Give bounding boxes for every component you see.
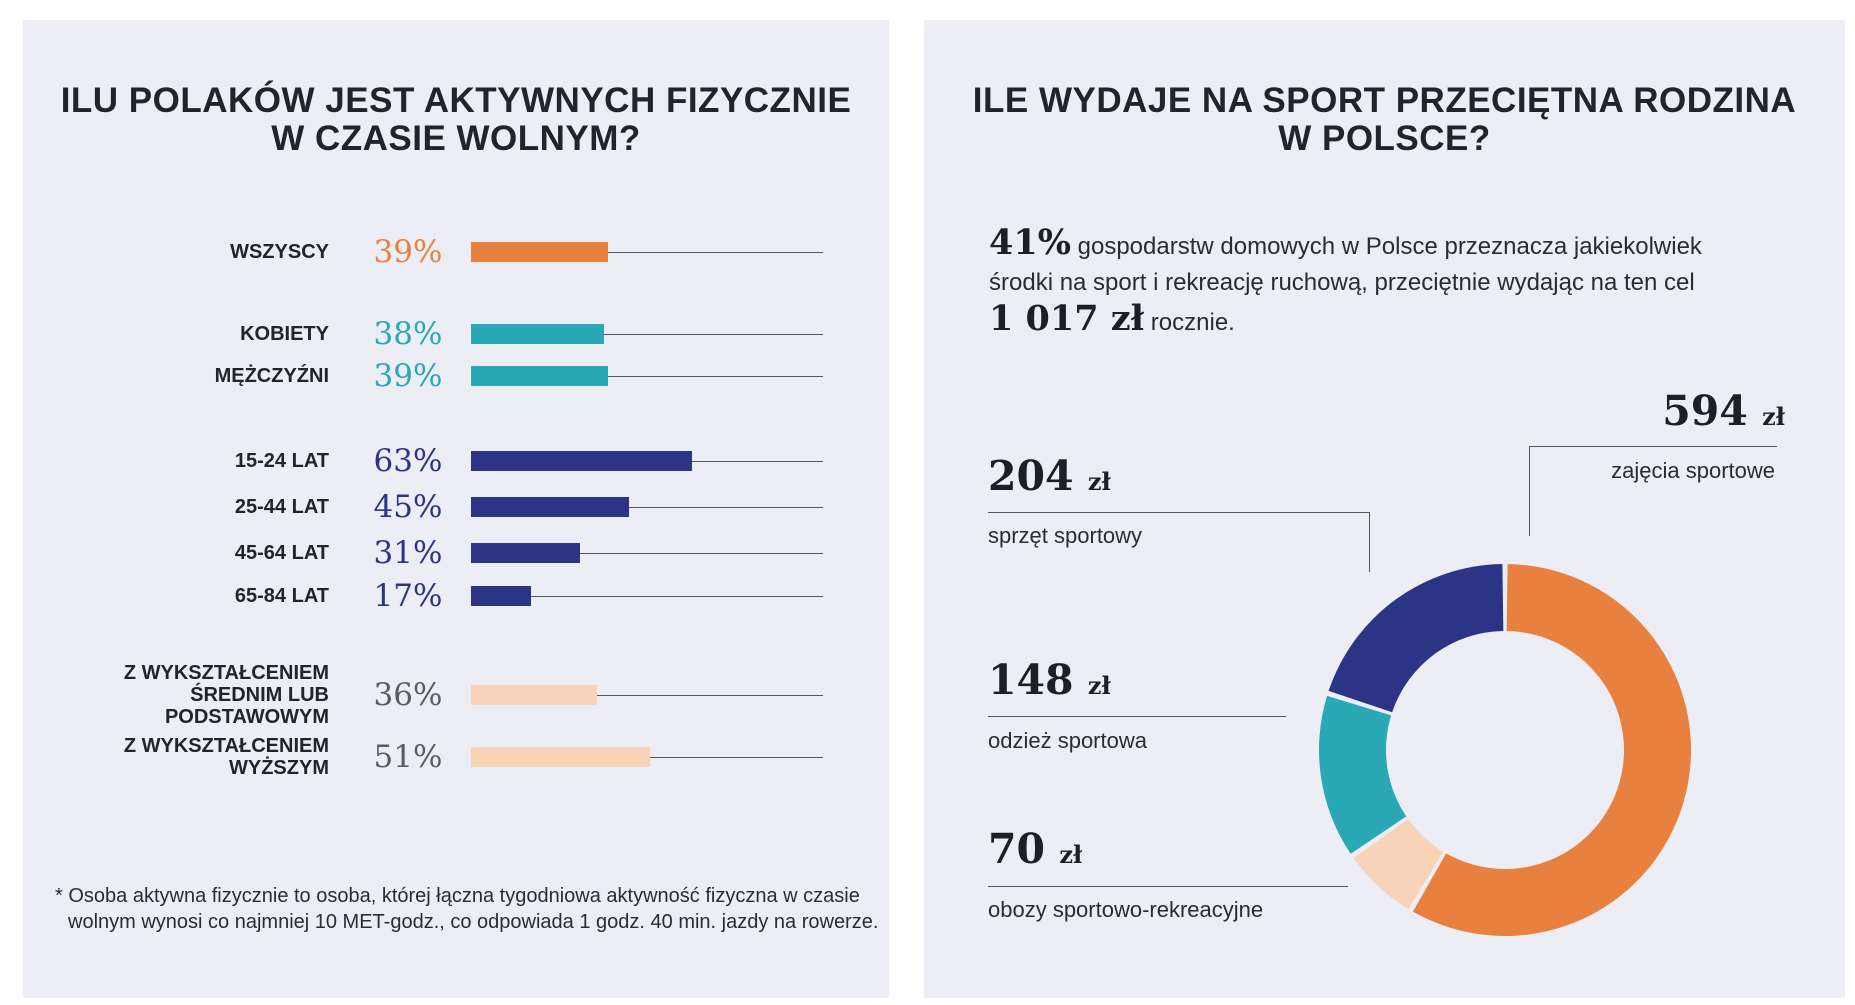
amount-sprzet: 204 zł [988, 453, 1111, 505]
bar-track [471, 507, 823, 508]
footnote: * Osoba aktywna fizycznie to osoba, któr… [55, 883, 878, 935]
bar-label-line: 15-24 LAT [234, 450, 329, 472]
intro-text-3: rocznie. [1144, 309, 1235, 336]
amount-odziez-value: 148 [988, 656, 1074, 704]
bar [471, 497, 629, 517]
bar-track [471, 376, 823, 377]
bar-chart: WSZYSCY 39% KOBIETY 38% MĘŻCZYŹNI 39% 15-24 LA… [23, 20, 889, 998]
intro-line-3: 1 017 zł rocznie. [989, 301, 1809, 341]
bar-value-label: 39% [373, 358, 443, 394]
bar-label-line: ŚREDNIM LUB [190, 684, 329, 706]
amount-odziez: 148 zł [988, 657, 1111, 709]
amount-sprzet-value: 204 [988, 452, 1074, 500]
bar-value-label: 17% [373, 578, 443, 614]
amount-zajecia-unit: zł [1762, 402, 1785, 431]
bar-track [471, 553, 823, 554]
amount-odziez-unit: zł [1087, 671, 1111, 700]
amount-sprzet-unit: zł [1087, 467, 1111, 496]
bar-label-line: 25-44 LAT [234, 496, 329, 518]
label-obozy: obozy sportowo-rekreacyjne [988, 897, 1264, 922]
amount-obozy-unit: zł [1059, 840, 1083, 869]
leader-sprzet-vertical [1369, 512, 1370, 572]
donut-slice [1412, 564, 1691, 936]
bar-label: KOBIETY [240, 323, 329, 345]
amount-zajecia-value: 594 [1662, 387, 1748, 435]
bar-label: 15-24 LAT [235, 450, 329, 472]
bar-label: 45-64 LAT [235, 542, 329, 564]
footnote-line-1: * Osoba aktywna fizycznie to osoba, któr… [55, 885, 860, 907]
bar [471, 543, 580, 563]
bar-label-line: MĘŻCZYŹNI [214, 365, 329, 387]
leader-odziez [988, 716, 1286, 717]
donut-chart [1319, 564, 1691, 936]
label-sprzet: sprzęt sportowy [988, 523, 1143, 548]
donut-slice [1319, 695, 1407, 854]
bar-track [471, 596, 823, 597]
footnote-line-2: wolnym wynosi co najmniej 10 MET-godz., … [68, 911, 879, 933]
bar-value-label: 31% [373, 535, 443, 571]
bar-label-line: WSZYSCY [230, 241, 329, 263]
bar-track [471, 334, 823, 335]
bar-value-label: 39% [373, 234, 443, 270]
bar-label-line: Z WYKSZTAŁCENIEM [123, 735, 329, 757]
bar-label-line: 45-64 LAT [234, 542, 329, 564]
amount-obozy: 70 zł [988, 826, 1082, 878]
bar-label: WSZYSCY [230, 241, 329, 263]
left-title-line-2: W CZASIE WOLNYM? [271, 119, 641, 158]
bar [471, 366, 608, 386]
bar-label: Z WYKSZTAŁCENIEM ŚREDNIM LUB PODSTAWOWYM [124, 662, 329, 728]
amount-obozy-value: 70 [988, 825, 1046, 873]
bar-value-label: 36% [373, 677, 443, 713]
bar-value-label: 38% [373, 316, 443, 352]
leader-zajecia-vertical [1529, 446, 1530, 536]
bar [471, 685, 597, 705]
bar-label: MĘŻCZYŹNI [215, 365, 329, 387]
bar [471, 242, 608, 262]
bar [471, 451, 692, 471]
donut-slice [1328, 564, 1504, 713]
amount-zajecia: 594 zł [1662, 388, 1785, 440]
left-panel: ILU POLAKÓW JEST AKTYWNYCH FIZYCZNIE W C… [23, 20, 889, 998]
bar-label-line: WYŻSZYM [229, 757, 329, 779]
right-title-line-1: ILE WYDAJE NA SPORT PRZECIĘTNA RODZINA [972, 81, 1797, 120]
donut-slice [1353, 819, 1444, 909]
bar [471, 747, 650, 767]
left-title-line-1: ILU POLAKÓW JEST AKTYWNYCH FIZYCZNIE [60, 81, 852, 120]
intro-text-1: gospodarstw domowych w Polsce przeznacza… [1070, 233, 1702, 260]
intro-paragraph: 41% gospodarstw domowych w Polsce przezn… [989, 225, 1809, 341]
bar-value-label: 51% [373, 739, 443, 775]
label-odziez: odzież sportowa [988, 728, 1147, 753]
bar-label: 25-44 LAT [235, 496, 329, 518]
bar-label-line: KOBIETY [240, 323, 329, 345]
bar-track [471, 695, 823, 696]
bar-label-line: 65-84 LAT [234, 585, 329, 607]
right-title-line-2: W POLSCE? [1278, 119, 1491, 158]
bar-track [471, 252, 823, 253]
bar [471, 586, 531, 606]
left-panel-title: ILU POLAKÓW JEST AKTYWNYCH FIZYCZNIE W C… [23, 82, 889, 158]
intro-text-2: środki na sport i rekreację ruchową, prz… [989, 269, 1695, 296]
bar-value-label: 45% [373, 489, 443, 525]
intro-line-1: 41% gospodarstw domowych w Polsce przezn… [989, 225, 1809, 265]
leader-zajecia-horizontal [1529, 446, 1777, 447]
bar-label-line: Z WYKSZTAŁCENIEM [123, 662, 329, 684]
intro-amount: 1 017 zł [989, 298, 1145, 339]
intro-percent: 41% [989, 222, 1071, 263]
right-panel: ILE WYDAJE NA SPORT PRZECIĘTNA RODZINA W… [924, 20, 1845, 998]
bar-value-label: 63% [373, 443, 443, 479]
bar-label: Z WYKSZTAŁCENIEM WYŻSZYM [124, 735, 329, 779]
leader-sprzet-horizontal [988, 512, 1369, 513]
bar-label: 65-84 LAT [235, 585, 329, 607]
leader-obozy [988, 886, 1348, 887]
right-panel-title: ILE WYDAJE NA SPORT PRZECIĘTNA RODZINA W… [924, 82, 1845, 158]
bar-label-line: PODSTAWOWYM [164, 706, 329, 728]
label-zajecia: zajęcia sportowe [1611, 458, 1775, 483]
bar [471, 324, 604, 344]
